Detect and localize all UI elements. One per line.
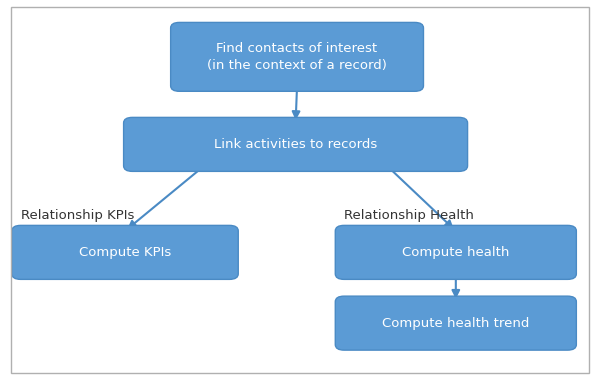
Text: Compute KPIs: Compute KPIs (79, 246, 171, 259)
Text: Link activities to records: Link activities to records (214, 138, 377, 151)
FancyBboxPatch shape (12, 225, 238, 279)
Text: Find contacts of interest
(in the context of a record): Find contacts of interest (in the contex… (207, 42, 387, 72)
Text: Compute health trend: Compute health trend (382, 317, 530, 329)
Text: Relationship Health: Relationship Health (344, 209, 474, 222)
Text: Relationship KPIs: Relationship KPIs (21, 209, 134, 222)
FancyBboxPatch shape (170, 22, 424, 91)
FancyBboxPatch shape (124, 117, 467, 171)
FancyBboxPatch shape (335, 225, 577, 279)
FancyBboxPatch shape (335, 296, 577, 350)
Text: Compute health: Compute health (402, 246, 509, 259)
